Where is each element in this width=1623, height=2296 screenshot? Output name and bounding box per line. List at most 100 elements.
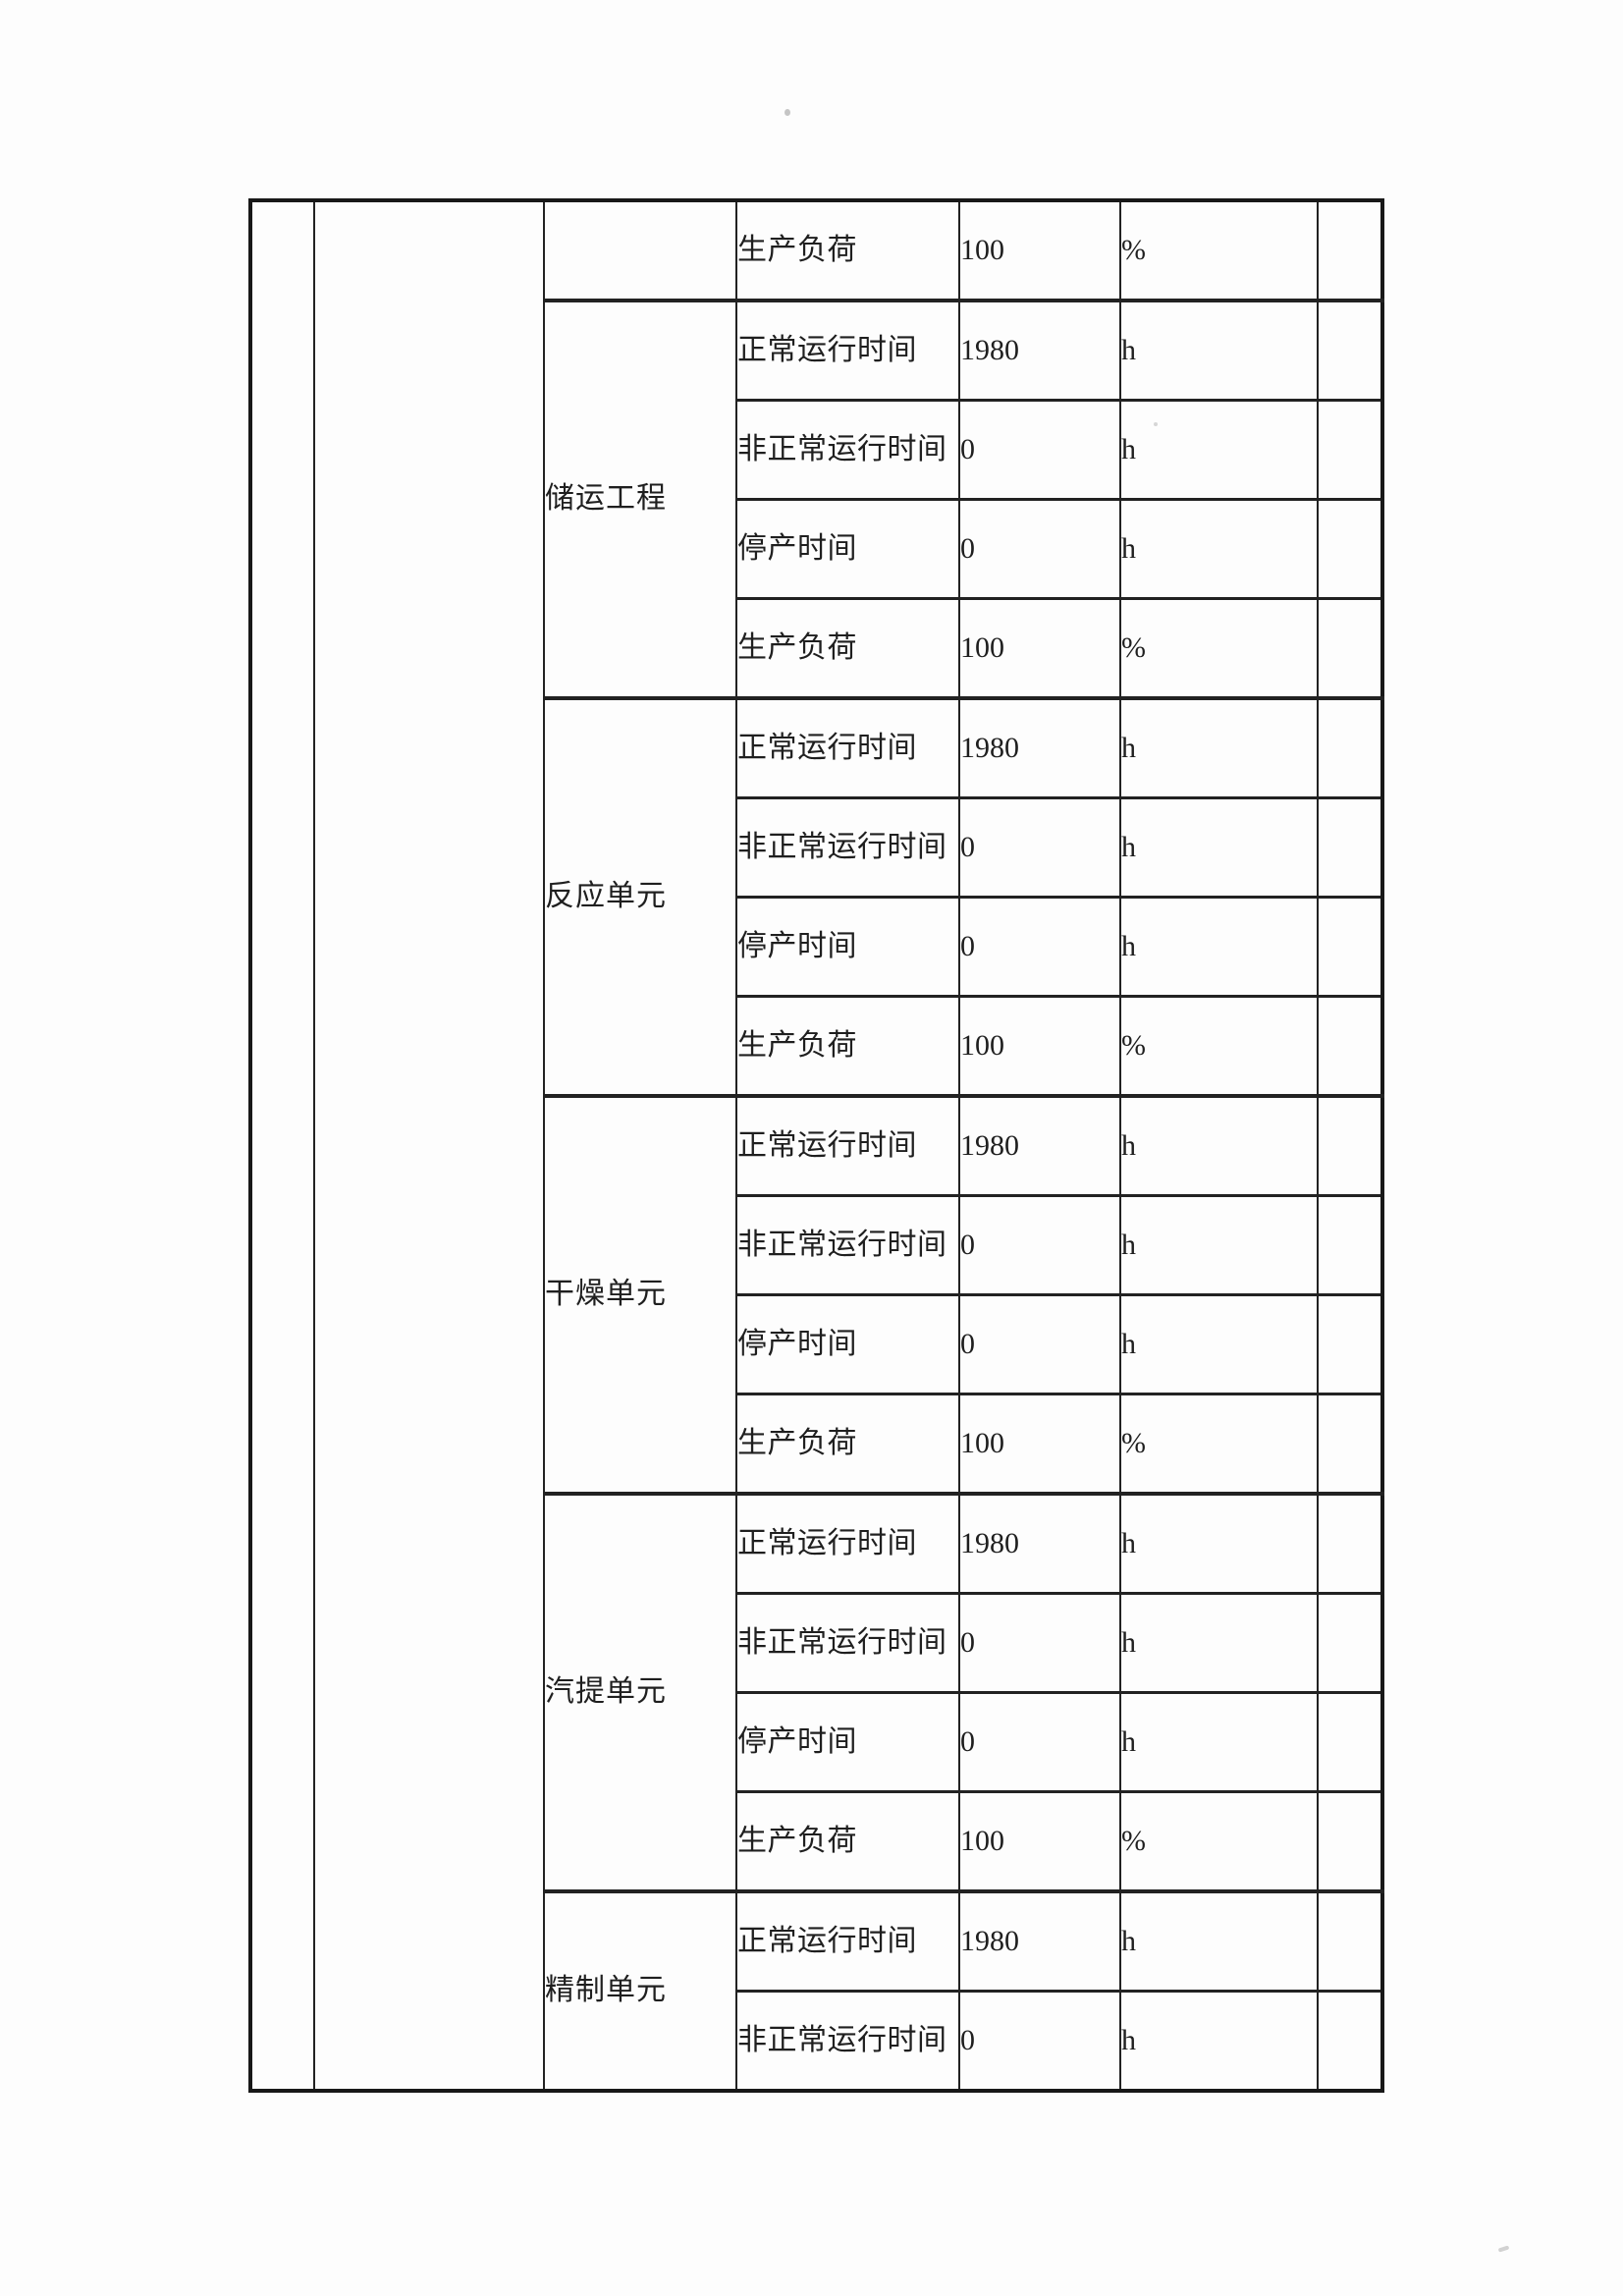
metric-value-cell: 0 bbox=[958, 1592, 1121, 1694]
unit-of-measure-cell: h bbox=[1119, 796, 1319, 899]
second-spacer-cell bbox=[313, 198, 545, 2093]
metric-label-cell: 生产负荷 bbox=[735, 995, 960, 1098]
metric-label-cell: 生产负荷 bbox=[735, 597, 960, 700]
right-spacer-cell bbox=[1317, 1393, 1383, 1496]
table-row: 生产负荷 100% bbox=[250, 1393, 1383, 1496]
table-row: 非正常运行时间 0 h bbox=[250, 796, 1383, 899]
unit-name-cell: 储运工程 bbox=[543, 299, 737, 700]
unit-of-measure-cell: h bbox=[1119, 1691, 1319, 1793]
metric-label-cell: 生产负荷 bbox=[735, 1393, 960, 1496]
metric-label-cell: 正常运行时间 bbox=[735, 1492, 960, 1595]
right-spacer-cell bbox=[1317, 1990, 1383, 2093]
unit-of-measure-cell: h bbox=[1119, 896, 1319, 998]
right-spacer-cell bbox=[1317, 1790, 1383, 1893]
table-row: 非正常运行时间 0 h bbox=[250, 1592, 1383, 1694]
right-spacer-cell bbox=[1317, 1293, 1383, 1395]
metric-label-cell: 正常运行时间 bbox=[735, 1094, 960, 1197]
metric-label-cell: 停产时间 bbox=[735, 1293, 960, 1395]
table-row: 停产时间 0 h bbox=[250, 1293, 1383, 1395]
unit-name-cell: 精制单元 bbox=[543, 1889, 737, 2093]
unit-of-measure-cell: h bbox=[1119, 1889, 1319, 1993]
metric-value-cell: 1980 bbox=[958, 1094, 1121, 1197]
metric-value-cell: 100 bbox=[958, 995, 1121, 1098]
metric-label-cell: 停产时间 bbox=[735, 896, 960, 998]
table-row: 停产时间 0 h bbox=[250, 498, 1383, 600]
table-row: 生产负荷 100% bbox=[249, 198, 1383, 2093]
production-schedule-table: 生产负荷 100% 储运工程 正常运行时间 1980 h 非正常运行时间 0 h 停产时间 0 h 生产… bbox=[248, 198, 1384, 2093]
unit-of-measure-cell: h bbox=[1119, 399, 1319, 501]
table-row: 非正常运行时间 0 h bbox=[250, 1194, 1383, 1296]
table-row: 干燥单元 正常运行时间 1980 h bbox=[250, 1094, 1383, 1496]
table-row: 反应单元 正常运行时间 1980 h bbox=[250, 696, 1383, 1098]
table-row: 储运工程 正常运行时间 1980 h bbox=[250, 299, 1383, 700]
metric-value-cell: 1980 bbox=[958, 696, 1121, 799]
metric-label-cell: 非正常运行时间 bbox=[735, 1990, 960, 2093]
table-row: 非正常运行时间 0 h bbox=[250, 399, 1383, 501]
metric-label-cell: 正常运行时间 bbox=[735, 1889, 960, 1993]
right-spacer-cell bbox=[1317, 597, 1383, 700]
unit-of-measure-cell: h bbox=[1119, 1492, 1319, 1595]
right-spacer-cell bbox=[1317, 796, 1383, 899]
unit-of-measure-cell: h bbox=[1119, 299, 1319, 402]
metric-value-cell: 0 bbox=[958, 1194, 1121, 1296]
table-body: 生产负荷 100% 储运工程 正常运行时间 1980 h 非正常运行时间 0 h 停产时间 0 h 生产… bbox=[249, 198, 1383, 2093]
unit-of-measure-cell: h bbox=[1119, 1592, 1319, 1694]
metric-label-cell: 生产负荷 bbox=[735, 198, 960, 302]
metric-label-cell: 正常运行时间 bbox=[735, 299, 960, 402]
unit-of-measure-cell: % bbox=[1119, 995, 1319, 1098]
table-row: 生产负荷 100% bbox=[250, 597, 1383, 700]
unit-of-measure-cell: h bbox=[1119, 1194, 1319, 1296]
table-row: 汽提单元 正常运行时间 1980 h bbox=[250, 1492, 1383, 1893]
metric-label-cell: 非正常运行时间 bbox=[735, 399, 960, 501]
metric-label-cell: 停产时间 bbox=[735, 1691, 960, 1793]
table-row: 生产负荷 100% bbox=[250, 1790, 1383, 1893]
metric-value-cell: 0 bbox=[958, 498, 1121, 600]
metric-value-cell: 0 bbox=[958, 1293, 1121, 1395]
metric-value-cell: 100 bbox=[958, 1790, 1121, 1893]
right-spacer-cell bbox=[1317, 896, 1383, 998]
metric-label-cell: 非正常运行时间 bbox=[735, 1592, 960, 1694]
metric-label-cell: 非正常运行时间 bbox=[735, 796, 960, 899]
unit-name-cell: 干燥单元 bbox=[543, 1094, 737, 1496]
right-spacer-cell bbox=[1317, 498, 1383, 600]
unit-of-measure-cell: % bbox=[1119, 198, 1319, 302]
metric-label-cell: 正常运行时间 bbox=[735, 696, 960, 799]
unit-of-measure-cell: % bbox=[1119, 1790, 1319, 1893]
right-spacer-cell bbox=[1317, 1592, 1383, 1694]
right-spacer-cell bbox=[1317, 1094, 1383, 1197]
unit-of-measure-cell: h bbox=[1119, 498, 1319, 600]
table-row: 生产负荷 100% bbox=[250, 995, 1383, 1098]
unit-of-measure-cell: h bbox=[1119, 1293, 1319, 1395]
right-spacer-cell bbox=[1317, 1889, 1383, 1993]
unit-of-measure-cell: h bbox=[1119, 1990, 1319, 2093]
left-spacer-cell bbox=[249, 198, 315, 2093]
right-spacer-cell bbox=[1317, 696, 1383, 799]
right-spacer-cell bbox=[1317, 1691, 1383, 1793]
metric-value-cell: 1980 bbox=[958, 299, 1121, 402]
right-spacer-cell bbox=[1317, 299, 1383, 402]
table-row: 非正常运行时间 0 h bbox=[250, 1990, 1383, 2093]
unit-name-cell: 反应单元 bbox=[543, 696, 737, 1098]
table-row: 精制单元 正常运行时间 1980 h bbox=[250, 1889, 1383, 2093]
unit-of-measure-cell: % bbox=[1119, 597, 1319, 700]
metric-label-cell: 停产时间 bbox=[735, 498, 960, 600]
unit-of-measure-cell: h bbox=[1119, 1094, 1319, 1197]
right-spacer-cell bbox=[1317, 995, 1383, 1098]
metric-value-cell: 0 bbox=[958, 896, 1121, 998]
metric-value-cell: 100 bbox=[958, 198, 1121, 302]
metric-value-cell: 0 bbox=[958, 399, 1121, 501]
unit-of-measure-cell: h bbox=[1119, 696, 1319, 799]
metric-value-cell: 0 bbox=[958, 1691, 1121, 1793]
table-row: 停产时间 0 h bbox=[250, 1691, 1383, 1793]
table-row: 停产时间 0 h bbox=[250, 896, 1383, 998]
right-spacer-cell bbox=[1317, 198, 1383, 302]
right-spacer-cell bbox=[1317, 1194, 1383, 1296]
metric-value-cell: 0 bbox=[958, 1990, 1121, 2093]
metric-label-cell: 生产负荷 bbox=[735, 1790, 960, 1893]
metric-value-cell: 0 bbox=[958, 796, 1121, 899]
metric-value-cell: 100 bbox=[958, 597, 1121, 700]
metric-value-cell: 1980 bbox=[958, 1492, 1121, 1595]
unit-name-cell bbox=[543, 198, 737, 302]
scan-speck bbox=[784, 109, 790, 116]
metric-label-cell: 非正常运行时间 bbox=[735, 1194, 960, 1296]
